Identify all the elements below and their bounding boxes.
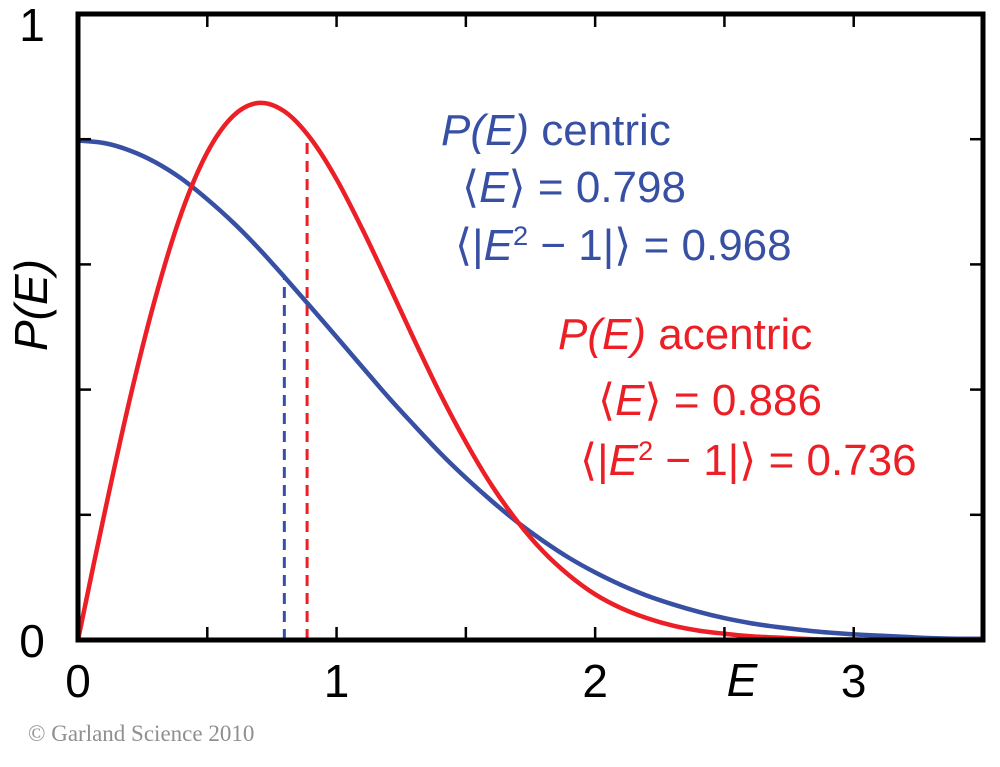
centric-title-word: centric: [529, 106, 671, 155]
x-tick-label-2: 2: [582, 655, 608, 707]
mean-lines: [282, 134, 309, 640]
centric-title-math: P(E): [441, 106, 529, 155]
x-axis-title: E: [726, 654, 758, 706]
acentric-E2-minus-1-value: ⟨|E2 − 1|⟩ = 0.736: [580, 435, 917, 485]
y-axis-title: P(E): [5, 259, 57, 351]
acentric-title-math: P(E): [558, 310, 646, 359]
centric-annotation-title: P(E) centric: [441, 109, 671, 153]
centric-E2-minus-1-value: ⟨|E2 − 1|⟩ = 0.968: [455, 220, 792, 270]
centric-mean-E-value: ⟨E⟩ = 0.798: [462, 163, 686, 212]
x-tick-label-0: 0: [65, 655, 91, 707]
x-tick-label-3: 3: [840, 655, 867, 707]
centric-curve: [75, 138, 986, 642]
acentric-annotation-title: P(E) acentric: [558, 313, 812, 357]
copyright-notice: © Garland Science 2010: [28, 721, 255, 746]
x-tick-label-1: 1: [323, 655, 350, 707]
acentric-title-word: acentric: [646, 310, 813, 359]
acentric-mean-E-value: ⟨E⟩ = 0.886: [598, 376, 822, 425]
y-tick-label-0: 0: [19, 615, 45, 667]
y-tick-label-1: 1: [19, 0, 45, 51]
plot-frame: [75, 11, 986, 643]
